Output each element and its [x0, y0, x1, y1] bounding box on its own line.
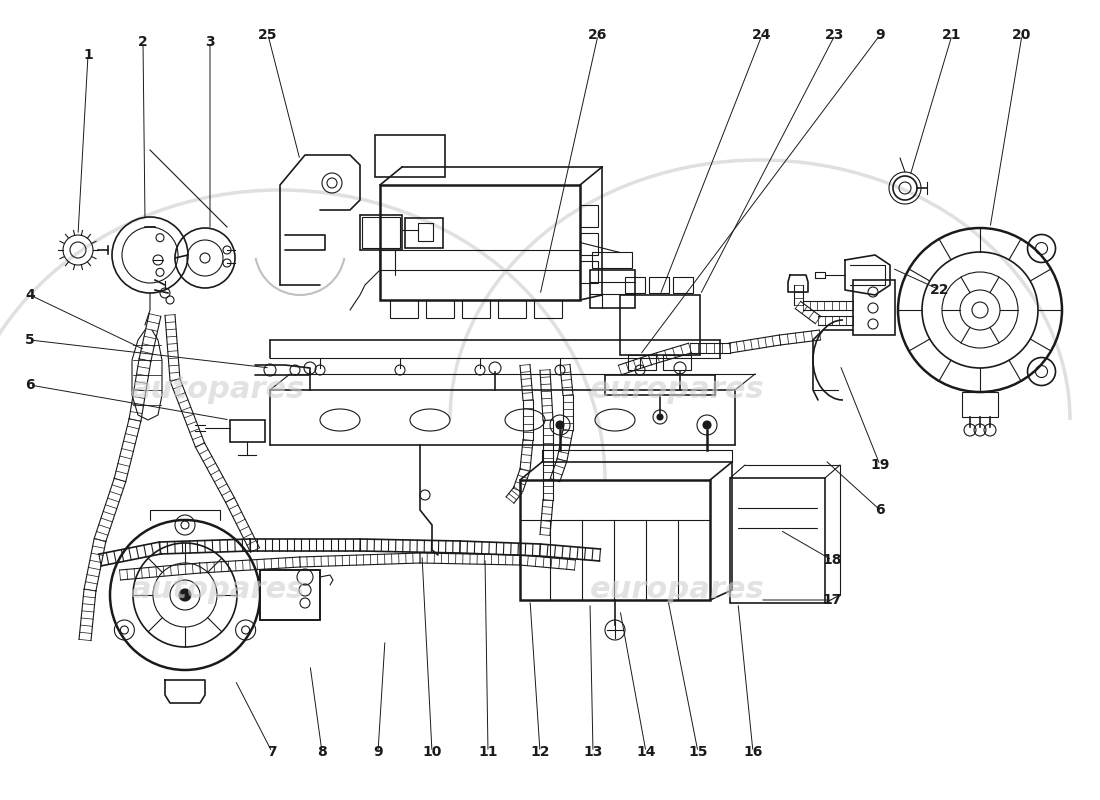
- Text: 5: 5: [25, 333, 35, 347]
- Text: 18: 18: [823, 553, 842, 567]
- Text: 4: 4: [25, 288, 35, 302]
- Text: 9: 9: [373, 745, 383, 759]
- Text: 3: 3: [206, 35, 214, 49]
- Text: 13: 13: [583, 745, 603, 759]
- Text: 2: 2: [139, 35, 147, 49]
- Text: autopares: autopares: [130, 575, 305, 605]
- Text: 19: 19: [870, 458, 890, 472]
- Circle shape: [703, 421, 711, 429]
- Text: 17: 17: [823, 593, 842, 607]
- FancyBboxPatch shape: [260, 570, 320, 620]
- Text: 6: 6: [876, 503, 884, 517]
- Text: europares: europares: [590, 375, 764, 405]
- Text: 22: 22: [931, 283, 949, 297]
- Text: 16: 16: [744, 745, 762, 759]
- Text: 10: 10: [422, 745, 442, 759]
- Text: 8: 8: [317, 745, 327, 759]
- Text: autopares: autopares: [130, 375, 305, 405]
- Text: 15: 15: [689, 745, 707, 759]
- Circle shape: [657, 414, 663, 420]
- Text: 14: 14: [636, 745, 656, 759]
- Text: 6: 6: [25, 378, 35, 392]
- Text: 12: 12: [530, 745, 550, 759]
- Circle shape: [179, 589, 191, 601]
- Text: 25: 25: [258, 28, 277, 42]
- Text: europares: europares: [590, 575, 764, 605]
- Text: 26: 26: [588, 28, 607, 42]
- Circle shape: [556, 421, 564, 429]
- Text: 21: 21: [943, 28, 961, 42]
- Text: 23: 23: [825, 28, 845, 42]
- Text: 1: 1: [84, 48, 92, 62]
- Text: 11: 11: [478, 745, 497, 759]
- Text: 7: 7: [267, 745, 277, 759]
- Text: 24: 24: [752, 28, 772, 42]
- Text: 9: 9: [876, 28, 884, 42]
- Text: 20: 20: [1012, 28, 1032, 42]
